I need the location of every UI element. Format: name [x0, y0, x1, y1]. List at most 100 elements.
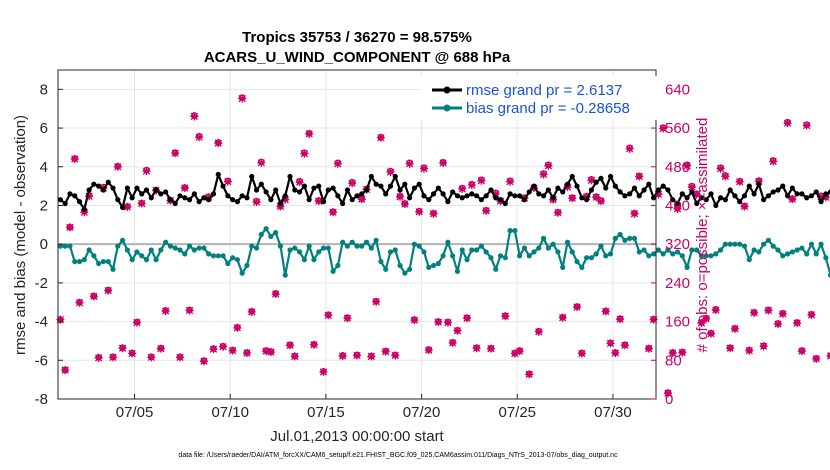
obs-assimilated-marker [171, 149, 180, 158]
rmse-point [627, 191, 633, 197]
rmse-point [91, 181, 97, 187]
obs-assimilated-marker [453, 326, 462, 335]
bias-point [225, 260, 231, 267]
rmse-point [459, 195, 465, 201]
rmse-point [808, 193, 815, 199]
rmse-point [225, 193, 231, 199]
left-tick-label: 8 [40, 81, 48, 98]
rmse-point [110, 185, 116, 191]
rmse-point [545, 187, 551, 193]
obs-assimilated-marker [118, 344, 127, 353]
bias-point [167, 243, 174, 249]
rmse-point [220, 183, 226, 189]
bias-point [172, 245, 178, 251]
obs-assimilated-marker [486, 344, 495, 353]
rmse-point [488, 187, 494, 193]
rmse-point [378, 183, 384, 189]
obs-assimilated-marker [573, 303, 582, 312]
bias-point [813, 251, 819, 257]
bias-point [277, 243, 284, 249]
bias-point [115, 243, 121, 249]
rmse-point [655, 187, 661, 193]
obs-assimilated-marker [649, 315, 658, 324]
bias-point [717, 247, 724, 253]
bias-point [287, 247, 293, 253]
obs-assimilated-marker [812, 354, 821, 363]
bias-point [540, 235, 547, 241]
obs-assimilated-marker [415, 207, 424, 216]
obs-assimilated-marker [754, 177, 763, 186]
rmse-point [717, 195, 724, 201]
rmse-point [172, 200, 178, 207]
bias-point [163, 239, 169, 245]
rmse-point [703, 197, 709, 203]
bias-point [182, 251, 188, 257]
obs-assimilated-marker [338, 351, 347, 360]
rmse-point [124, 185, 130, 191]
legend-rmse-marker [443, 86, 451, 94]
right-tick-label: 320 [665, 236, 690, 253]
bias-point [607, 251, 614, 257]
bias-point [469, 247, 475, 253]
rmse-point [512, 193, 518, 199]
bias-point [148, 247, 154, 253]
bias-point [698, 253, 705, 259]
bias-point [292, 245, 298, 251]
rmse-point [397, 187, 403, 193]
legend: rmse grand pr = 2.6137 bias grand pr = -… [420, 76, 657, 120]
rmse-point [440, 191, 446, 197]
obs-assimilated-marker [396, 192, 405, 201]
bias-point [794, 247, 800, 253]
left-axis-label: rmse and bias (model - observation) [12, 115, 29, 355]
obs-assimilated-marker [281, 195, 290, 204]
obs-assimilated-marker [209, 345, 218, 354]
rmse-point [517, 193, 523, 199]
bias-point [186, 243, 193, 249]
bias-point [378, 258, 384, 265]
legend-box [420, 76, 657, 120]
x-axis-label: Jul.01,2013 00:00:00 start [270, 428, 444, 445]
bias-point [521, 245, 528, 251]
right-tick-label: 560 [665, 120, 690, 137]
obs-assimilated-marker [242, 349, 251, 358]
chart-subtitle: ACARS_U_WIND_COMPONENT @ 688 hPa [204, 49, 511, 66]
rmse-point [493, 195, 499, 201]
rmse-point [569, 173, 575, 180]
rmse-point [579, 195, 585, 201]
bias-series [57, 226, 830, 278]
obs-assimilated-marker [577, 349, 586, 358]
rmse-point [732, 193, 738, 199]
bias-point [488, 255, 494, 261]
bias-point [282, 272, 288, 278]
left-axis: -8 -6 -4 -2 0 2 4 6 8 [35, 81, 63, 408]
obs-assimilated-marker [228, 346, 237, 355]
obs-assimilated-marker [94, 353, 103, 362]
bias-point [421, 249, 427, 255]
bias-point [517, 253, 523, 259]
obs-assimilated-marker [721, 172, 730, 181]
bias-point [722, 241, 728, 247]
obs-assimilated-marker [611, 349, 620, 358]
bias-point [349, 239, 355, 245]
bias-point [746, 257, 752, 263]
obs-assimilated-marker [372, 297, 381, 306]
obs-assimilated-marker [740, 202, 749, 211]
obs-assimilated-marker [376, 133, 385, 142]
bias-point [694, 247, 700, 253]
bias-point [445, 239, 451, 245]
bias-point [301, 257, 307, 263]
bias-point [124, 247, 130, 253]
obs-assimilated-marker [65, 223, 74, 232]
rmse-point [694, 200, 700, 207]
bias-point [483, 249, 489, 255]
bias-point [474, 247, 480, 253]
obs-assimilated-marker [687, 183, 696, 192]
bias-point [564, 239, 571, 245]
obs-assimilated-marker [195, 133, 204, 142]
rmse-point [230, 197, 236, 203]
bias-point [579, 264, 585, 270]
rmse-point [86, 187, 92, 193]
rmse-point [746, 183, 752, 189]
bias-point [550, 241, 556, 247]
rmse-point [81, 206, 87, 212]
